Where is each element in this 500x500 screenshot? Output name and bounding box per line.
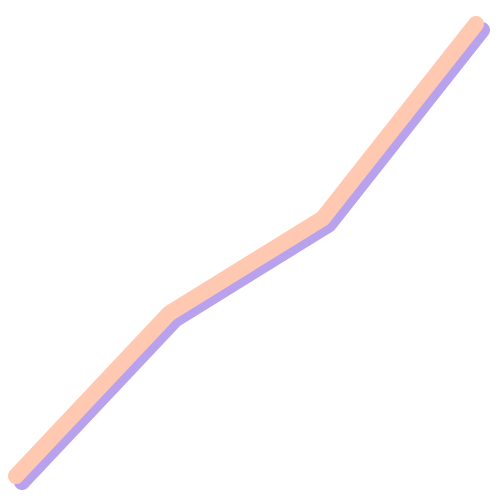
series-0-line xyxy=(8,16,484,484)
series-0-shadow xyxy=(14,22,490,490)
